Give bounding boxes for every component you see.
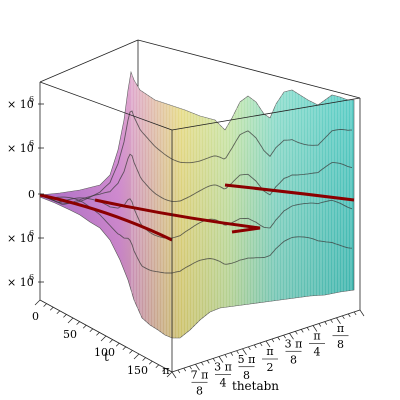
t-tick-label: 0 — [32, 310, 39, 323]
theta-tick-den: 2 — [267, 361, 274, 374]
theta-tick-mark — [253, 344, 257, 349]
theta-tick-mark — [195, 364, 200, 371]
contour-line — [43, 196, 353, 274]
t-tick-mark — [155, 364, 160, 369]
theta-tick-mark — [189, 365, 192, 370]
theta-tick-den: 4 — [220, 377, 227, 390]
theta-tick-mark — [206, 360, 210, 364]
t-tick-mark — [82, 324, 87, 329]
theta-tick-mark — [236, 350, 239, 354]
theta-tick-mark — [324, 321, 328, 325]
theta-tick-num: 3 π — [285, 337, 303, 350]
z-tick-label: × 10 — [7, 276, 34, 289]
theta-tick-label: π — [162, 364, 169, 377]
t-tick-mark — [133, 353, 140, 360]
t-axis: 0 50 100 150 — [32, 299, 173, 378]
theta-tick-mark — [177, 369, 181, 374]
z-tick-label: × 10 — [7, 142, 34, 155]
theta-tick-mark — [271, 338, 275, 343]
t-tick-mark — [89, 328, 94, 333]
theta-tick-mark — [171, 371, 177, 379]
theta-tick-mark — [336, 317, 341, 324]
theta-tick-num: π — [313, 330, 320, 343]
t-tick-mark — [142, 357, 146, 361]
t-tick-mark — [129, 350, 133, 354]
t-tick-mark — [43, 303, 47, 307]
theta-tick-num: π — [266, 345, 273, 358]
surface-mesh — [131, 74, 352, 338]
theta-tick-num: π — [337, 322, 344, 335]
theta-tick-mark — [283, 334, 286, 339]
surface-shade — [40, 72, 354, 338]
theta-tick-mark — [242, 348, 247, 355]
contour-line — [43, 153, 353, 205]
theta-tick-den: 8 — [196, 384, 203, 397]
z-tick-exp: 6 — [29, 273, 34, 282]
t-tick-mark — [67, 317, 74, 324]
theta-tick-mark — [300, 329, 304, 333]
t-tick-mark — [162, 368, 166, 372]
theta-tick-mark — [277, 336, 281, 341]
t-tick-mark — [63, 314, 67, 318]
t-tick-mark — [109, 339, 113, 343]
red-line-mid — [94, 198, 261, 234]
theta-tick-mark — [295, 331, 298, 335]
theta-tick-mark — [183, 367, 187, 372]
t-tick-mark — [148, 360, 153, 365]
theta-axis-label: thetabn — [232, 379, 279, 393]
theta-tick-num: 7 π — [191, 368, 209, 381]
t-tick-mark — [96, 332, 100, 336]
red-line-right — [224, 183, 355, 202]
red-line-left — [39, 193, 173, 242]
contour-line — [43, 110, 352, 204]
theta-tick-mark — [312, 325, 318, 332]
t-tick-label: 150 — [127, 364, 148, 377]
z-tick-label: × 10 — [7, 98, 34, 111]
theta-axis: π 7 π 8 3 π 4 5 π 8 π 2 3 π 8 π 4 π 8 — [162, 309, 365, 397]
z-tick-label: 0 — [28, 188, 35, 201]
theta-tick-mark — [342, 315, 345, 320]
theta-tick-mark — [201, 362, 204, 366]
theta-tick-mark — [359, 309, 365, 317]
theta-tick-den: 8 — [243, 369, 250, 382]
t-tick-mark — [115, 342, 120, 347]
theta-tick-mark — [265, 340, 271, 348]
t-axis-label: t — [104, 350, 109, 364]
t-tick-mark — [34, 299, 41, 306]
theta-tick-mark — [318, 323, 322, 327]
z-tick-exp: 6 — [29, 229, 34, 238]
z-tick-exp: 6 — [29, 95, 34, 104]
theta-tick-mark — [218, 356, 224, 363]
theta-tick-mark — [330, 319, 333, 323]
z-tick-label: × 10 — [7, 232, 34, 245]
t-tick-label: 100 — [94, 346, 115, 359]
t-tick-mark — [49, 306, 54, 311]
red-zero-line — [39, 183, 355, 242]
theta-tick-num: 3 π — [214, 361, 232, 374]
t-tick-mark — [122, 346, 127, 351]
theta-tick-den: 8 — [337, 338, 344, 351]
t-tick-mark — [76, 321, 80, 325]
t-tick-mark — [166, 371, 173, 378]
theta-tick-num: 5 π — [238, 353, 256, 366]
t-tick-mark — [100, 335, 107, 342]
theta-tick-mark — [230, 352, 234, 356]
theta-tick-den: 4 — [314, 346, 321, 359]
theta-tick-den: 8 — [290, 353, 297, 366]
z-tick-exp: 6 — [29, 139, 34, 148]
theta-tick-mark — [289, 333, 294, 340]
theta-tick-mark — [347, 313, 351, 318]
theta-tick-mark — [306, 327, 310, 331]
theta-tick-mark — [248, 346, 251, 351]
theta-tick-mark — [353, 311, 357, 316]
t-tick-label: 50 — [63, 328, 77, 341]
theta-tick-mark — [224, 354, 228, 358]
theta-tick-mark — [212, 358, 216, 362]
theta-tick-mark — [259, 342, 263, 347]
t-tick-mark — [56, 310, 61, 315]
